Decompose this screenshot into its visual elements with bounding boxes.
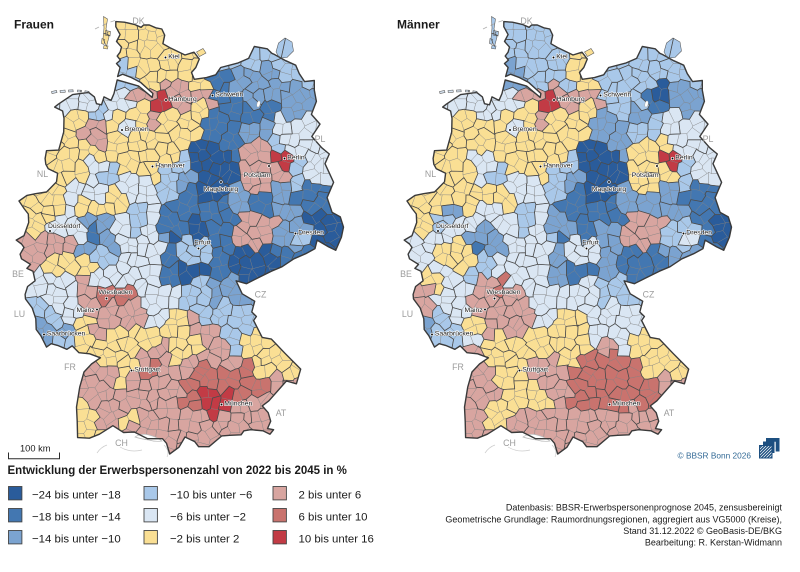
svg-text:CZ: CZ — [255, 290, 267, 300]
svg-text:Stand 31.12.2022 © GeoBasis-DE: Stand 31.12.2022 © GeoBasis-DE/BKG — [623, 526, 782, 536]
svg-text:Wiesbaden: Wiesbaden — [486, 289, 520, 296]
svg-text:Dresden: Dresden — [686, 230, 712, 237]
svg-text:Saarbrücken: Saarbrücken — [47, 331, 86, 338]
svg-text:CH: CH — [503, 438, 516, 448]
svg-text:FR: FR — [64, 362, 76, 372]
svg-text:LU: LU — [14, 309, 25, 319]
svg-text:BE: BE — [12, 269, 24, 279]
svg-text:München: München — [612, 401, 640, 408]
svg-text:Hamburg: Hamburg — [169, 96, 197, 103]
svg-text:Bremen: Bremen — [513, 126, 537, 133]
svg-text:Berlin: Berlin — [675, 155, 693, 162]
svg-text:Mainz: Mainz — [77, 307, 96, 314]
svg-text:Geometrische Grundlage: Raumor: Geometrische Grundlage: Raumordnungsregi… — [445, 515, 782, 525]
svg-text:DK: DK — [520, 16, 532, 26]
svg-text:PL: PL — [703, 134, 714, 144]
svg-text:Wiesbaden: Wiesbaden — [98, 289, 132, 296]
svg-text:Schwerin: Schwerin — [603, 92, 631, 99]
svg-text:CZ: CZ — [643, 290, 655, 300]
svg-text:FR: FR — [452, 362, 464, 372]
svg-text:−10 bis unter −6: −10 bis unter −6 — [170, 490, 252, 502]
svg-text:−14 bis unter −10: −14 bis unter −10 — [32, 534, 121, 546]
svg-text:Datenbasis: BBSR-Erwerbsperson: Datenbasis: BBSR-Erwerbspersonenprognose… — [506, 503, 783, 513]
svg-text:LU: LU — [402, 309, 413, 319]
svg-text:Bremen: Bremen — [125, 126, 149, 133]
svg-text:Dresden: Dresden — [298, 230, 324, 237]
svg-text:Bearbeitung: R. Kerstan-Widman: Bearbeitung: R. Kerstan-Widmann — [645, 538, 782, 548]
svg-text:Saarbrücken: Saarbrücken — [435, 331, 474, 338]
svg-text:Kiel: Kiel — [168, 54, 180, 61]
svg-text:CH: CH — [115, 438, 128, 448]
svg-text:100 km: 100 km — [20, 444, 51, 454]
svg-text:Potsdam: Potsdam — [244, 172, 271, 179]
svg-text:Stuttgart: Stuttgart — [134, 367, 160, 374]
svg-text:Schwerin: Schwerin — [215, 92, 243, 99]
svg-text:PL: PL — [315, 134, 326, 144]
svg-text:BE: BE — [400, 269, 412, 279]
svg-text:Stuttgart: Stuttgart — [522, 367, 548, 374]
svg-text:Erfurt: Erfurt — [582, 240, 599, 247]
svg-text:−6 bis unter −2: −6 bis unter −2 — [170, 512, 246, 524]
svg-text:NL: NL — [425, 169, 436, 179]
svg-text:−2 bis unter 2: −2 bis unter 2 — [170, 534, 239, 546]
svg-text:Düsseldorf: Düsseldorf — [436, 223, 469, 230]
svg-text:AT: AT — [276, 408, 287, 418]
svg-text:Berlin: Berlin — [287, 155, 305, 162]
svg-text:Kiel: Kiel — [556, 54, 568, 61]
svg-text:−24 bis unter −18: −24 bis unter −18 — [32, 490, 121, 502]
svg-text:Potsdam: Potsdam — [632, 172, 659, 179]
svg-text:6 bis unter 10: 6 bis unter 10 — [299, 512, 368, 524]
svg-text:Mainz: Mainz — [465, 307, 484, 314]
svg-text:10 bis unter 16: 10 bis unter 16 — [299, 534, 374, 546]
svg-text:Magdeburg: Magdeburg — [204, 186, 239, 193]
svg-text:2 bis unter 6: 2 bis unter 6 — [299, 490, 362, 502]
svg-text:Hannover: Hannover — [543, 163, 573, 170]
svg-text:Erfurt: Erfurt — [194, 240, 211, 247]
svg-text:© BBSR Bonn 2026: © BBSR Bonn 2026 — [678, 451, 752, 461]
svg-text:Männer: Männer — [397, 18, 440, 32]
svg-text:NL: NL — [37, 169, 48, 179]
svg-text:DK: DK — [132, 16, 144, 26]
svg-text:Entwicklung der Erwerbspersone: Entwicklung der Erwerbspersonenzahl von … — [8, 465, 347, 477]
svg-text:Hannover: Hannover — [155, 163, 185, 170]
svg-text:Frauen: Frauen — [14, 18, 54, 32]
svg-text:München: München — [224, 401, 252, 408]
svg-text:Hamburg: Hamburg — [557, 96, 585, 103]
svg-text:Magdeburg: Magdeburg — [592, 186, 627, 193]
svg-text:AT: AT — [664, 408, 675, 418]
svg-text:Düsseldorf: Düsseldorf — [48, 223, 81, 230]
svg-text:−18 bis unter −14: −18 bis unter −14 — [32, 512, 121, 524]
